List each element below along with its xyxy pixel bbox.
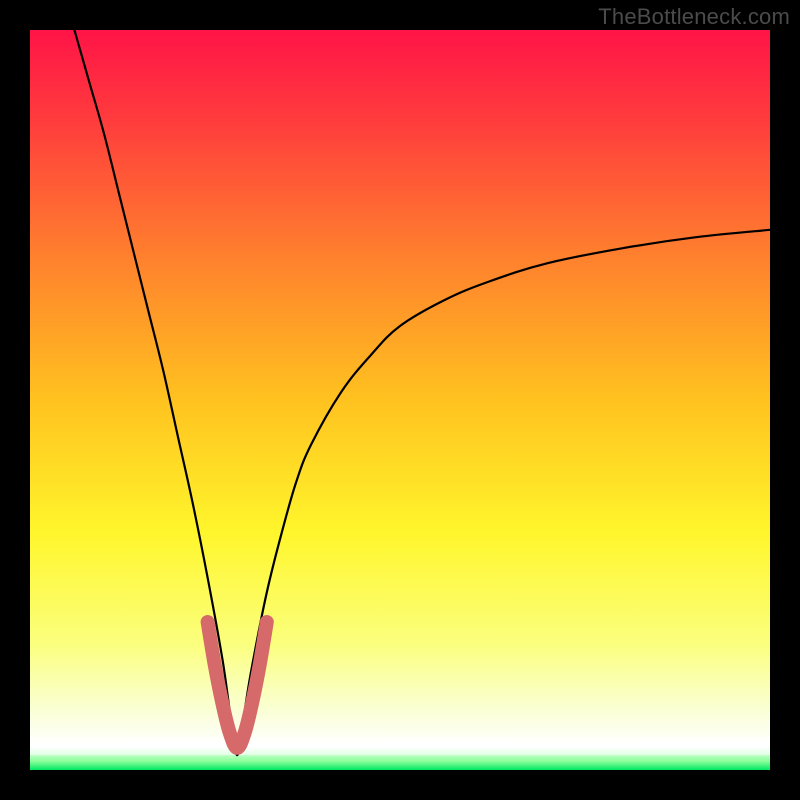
watermark-text: TheBottleneck.com [598, 4, 790, 30]
plot-area [30, 30, 770, 770]
chart-svg [30, 30, 770, 770]
outer-frame: TheBottleneck.com [0, 0, 800, 800]
gradient-background [30, 30, 770, 770]
white-band [30, 737, 770, 755]
